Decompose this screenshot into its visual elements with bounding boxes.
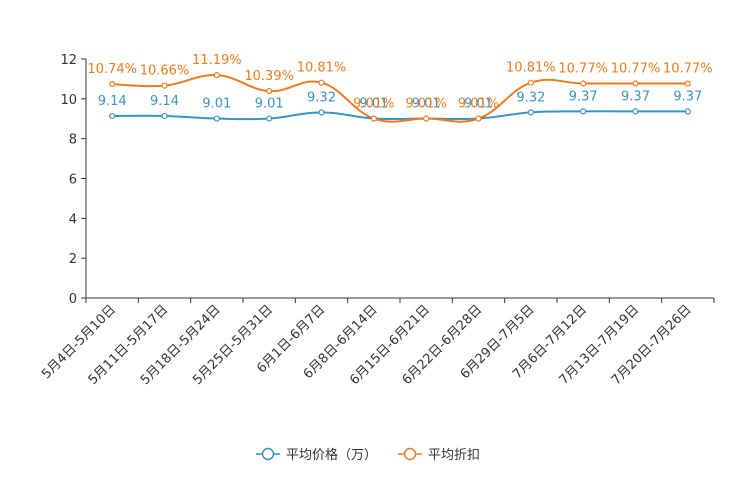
data-label: 9.01 xyxy=(202,97,231,112)
data-label: 9.32 xyxy=(307,90,336,105)
y-tick-label: 4 xyxy=(69,212,77,227)
data-point xyxy=(527,109,534,116)
legend-marker-2 xyxy=(403,447,417,461)
data-point xyxy=(580,80,587,87)
data-point xyxy=(109,112,116,120)
series-line-1 xyxy=(112,110,688,121)
data-label: 9.37 xyxy=(673,89,702,104)
series-lines xyxy=(112,74,688,123)
y-tick-label: 10 xyxy=(60,93,77,108)
y-tick-label: 12 xyxy=(60,53,77,68)
data-label: 9.01% xyxy=(458,97,499,112)
data-point xyxy=(632,108,639,115)
data-point xyxy=(475,115,482,122)
data-point xyxy=(266,115,273,122)
data-label: 10.77% xyxy=(558,61,608,76)
data-point xyxy=(632,80,639,87)
data-label: 10.66% xyxy=(140,64,190,79)
data-label: 9.01% xyxy=(353,97,394,112)
data-label: 10.81% xyxy=(297,61,347,76)
data-label: 9.14 xyxy=(98,94,127,109)
data-label: 9.01 xyxy=(412,97,441,112)
data-point xyxy=(580,108,587,115)
data-point xyxy=(213,115,220,122)
legend-label-2: 平均折扣 xyxy=(428,448,480,463)
y-tick-label: 6 xyxy=(69,173,77,188)
data-point xyxy=(109,80,116,88)
y-tick-label: 2 xyxy=(69,252,77,267)
legend: 平均价格（万） 平均折扣 xyxy=(256,447,480,463)
series-points xyxy=(109,72,691,122)
data-label: 10.77% xyxy=(663,61,713,76)
data-point xyxy=(370,115,377,122)
data-label: 9.14 xyxy=(150,94,179,109)
data-point xyxy=(266,87,273,95)
data-point xyxy=(318,109,325,116)
data-label: 9.32 xyxy=(516,90,545,105)
y-tick-label: 0 xyxy=(69,292,77,307)
data-point xyxy=(161,82,168,89)
legend-marker-1 xyxy=(261,447,275,461)
data-label: 9.37 xyxy=(569,89,598,104)
data-point xyxy=(213,72,220,79)
data-label: 9.01 xyxy=(359,97,388,112)
data-label: 10.74% xyxy=(87,62,137,77)
data-label: 11.19% xyxy=(192,53,242,68)
data-label: 9.01 xyxy=(255,97,284,112)
data-label: 9.37 xyxy=(621,89,650,104)
data-label: 9.01 xyxy=(464,97,493,112)
legend-label-1: 平均价格（万） xyxy=(286,447,377,463)
data-label: 9.01% xyxy=(406,97,447,112)
data-labels: 9.14 9.14 9.01 9.01 9.32 9.01 9.01 9.01 9.32 9.37… xyxy=(87,53,712,111)
y-tick-label: 8 xyxy=(69,133,77,148)
data-label: 10.39% xyxy=(244,69,294,84)
data-point xyxy=(318,79,325,86)
data-point xyxy=(423,115,430,122)
data-label: 10.81% xyxy=(506,61,556,76)
data-point xyxy=(161,112,168,120)
series-line-2 xyxy=(112,74,688,123)
data-point xyxy=(684,80,691,87)
data-point xyxy=(527,79,534,86)
data-label: 10.77% xyxy=(611,61,661,76)
data-point xyxy=(684,108,691,115)
